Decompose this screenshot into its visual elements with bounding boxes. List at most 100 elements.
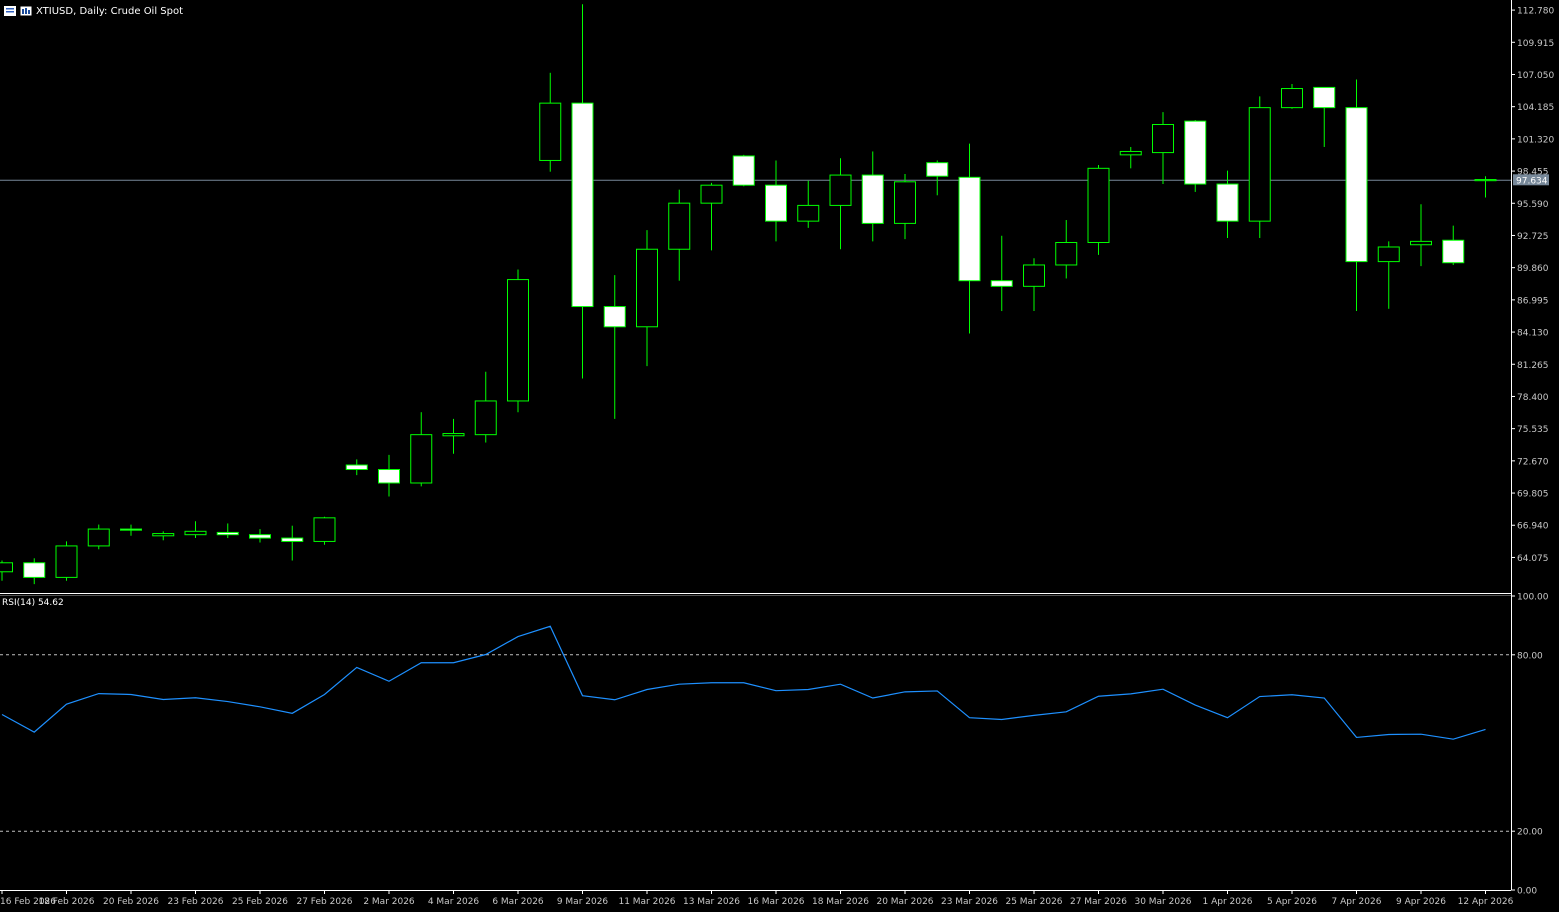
- candle-body: [1377, 246, 1400, 263]
- time-tick-label: 20 Feb 2026: [103, 897, 159, 907]
- price-tick-label: 75.535: [1517, 425, 1549, 435]
- candle-body: [1442, 239, 1465, 264]
- candle-body: [345, 464, 368, 471]
- price-tick-label: 92.725: [1517, 232, 1549, 242]
- price-tick-label: 64.075: [1517, 554, 1549, 564]
- time-tick-label: 27 Mar 2026: [1070, 897, 1127, 907]
- rsi-panel: [0, 625, 1511, 832]
- price-tick-label: 112.780: [1517, 7, 1554, 17]
- price-tick-label: 78.400: [1517, 393, 1549, 403]
- candle-body: [1410, 240, 1432, 246]
- candle-body: [87, 528, 110, 547]
- time-tick-label: 23 Mar 2026: [941, 897, 998, 907]
- candle-body: [442, 433, 465, 437]
- candle-body: [410, 434, 433, 484]
- candle-body: [507, 279, 529, 402]
- time-tick-label: 27 Feb 2026: [296, 897, 352, 907]
- candle-body: [990, 280, 1013, 287]
- candle-body: [249, 534, 271, 539]
- price-tick-label: 72.670: [1517, 457, 1549, 467]
- candle-body: [216, 531, 239, 536]
- time-tick-label: 6 Mar 2026: [492, 897, 544, 907]
- current-price-value: 97.634: [1516, 176, 1548, 186]
- chart-window-icon[interactable]: [20, 6, 32, 16]
- candle-body: [636, 248, 658, 328]
- candle-body: [474, 400, 497, 436]
- candle-body: [1119, 150, 1142, 156]
- time-tick-label: 2 Mar 2026: [363, 897, 415, 907]
- price-tick-label: 84.130: [1517, 329, 1549, 339]
- time-tick-label: 5 Apr 2026: [1267, 897, 1317, 907]
- rsi-tick-label: 20.00: [1517, 828, 1543, 838]
- candle-body: [1216, 183, 1239, 222]
- time-tick-label: 18 Mar 2026: [812, 897, 869, 907]
- candle-body: [1281, 88, 1303, 109]
- candle-body: [603, 306, 626, 328]
- time-tick-label: 16 Feb 2026: [0, 897, 56, 907]
- candle-body: [152, 533, 175, 537]
- chart-header: XTIUSD, Daily: Crude Oil Spot: [4, 4, 183, 18]
- candle-body: [700, 184, 723, 204]
- candle-body: [1345, 107, 1368, 263]
- candle-body: [23, 562, 46, 578]
- price-tick-label: 107.050: [1517, 71, 1554, 81]
- time-tick-label: 25 Mar 2026: [1005, 897, 1062, 907]
- candle-body: [378, 469, 400, 484]
- current-price-tag: [1513, 174, 1549, 186]
- candle-body: [571, 102, 594, 308]
- candles-layer: [0, 4, 1497, 585]
- candle-body: [1023, 264, 1045, 287]
- time-tick-label: 11 Mar 2026: [618, 897, 675, 907]
- candle-body: [1055, 241, 1078, 266]
- price-tick-label: 86.995: [1517, 296, 1549, 306]
- price-tick-label: 81.265: [1517, 361, 1549, 371]
- candle-body: [1474, 179, 1497, 182]
- candle-body: [281, 537, 304, 542]
- rsi-tick-label: 80.00: [1517, 651, 1543, 661]
- price-tick-label: 104.185: [1517, 103, 1554, 113]
- rsi-label: RSI(14) 54.62: [2, 598, 64, 608]
- time-tick-label: 16 Mar 2026: [747, 897, 804, 907]
- time-tick-label: 20 Mar 2026: [876, 897, 933, 907]
- candle-body: [1184, 120, 1207, 185]
- candle-body: [55, 545, 78, 578]
- time-tick-label: 9 Apr 2026: [1396, 897, 1446, 907]
- time-tick-label: 25 Feb 2026: [232, 897, 288, 907]
- chart-grid-icon[interactable]: [4, 6, 16, 16]
- candle-body: [0, 562, 13, 573]
- candle-body: [861, 174, 884, 224]
- candle-body: [1087, 167, 1110, 243]
- candle-body: [1152, 123, 1174, 154]
- time-tick-label: 12 Apr 2026: [1458, 897, 1514, 907]
- time-tick-label: 1 Apr 2026: [1203, 897, 1253, 907]
- chart-title: XTIUSD, Daily: Crude Oil Spot: [36, 5, 184, 17]
- candle-body: [894, 181, 916, 224]
- price-tick-label: 109.915: [1517, 39, 1554, 49]
- rsi-tick-label: 0.00: [1517, 887, 1537, 897]
- candle-body: [926, 162, 949, 177]
- time-tick-label: 13 Mar 2026: [683, 897, 740, 907]
- price-tick-label: 101.320: [1517, 135, 1554, 145]
- time-tick-label: 9 Mar 2026: [557, 897, 609, 907]
- price-tick-label: 89.860: [1517, 264, 1549, 274]
- candle-body: [120, 528, 142, 531]
- price-tick-label: 66.940: [1517, 522, 1549, 532]
- candle-body: [829, 174, 852, 206]
- candle-body: [1313, 86, 1336, 109]
- rsi-tick-label: 100.00: [1517, 593, 1549, 603]
- price-tick-label: 98.455: [1517, 168, 1549, 178]
- candle-body: [1248, 107, 1271, 222]
- price-tick-label: 69.805: [1517, 490, 1549, 500]
- candle-body: [797, 204, 820, 222]
- candle-body: [184, 530, 207, 536]
- time-tick-label: 7 Apr 2026: [1332, 897, 1382, 907]
- candle-body: [732, 155, 755, 186]
- candle-body: [958, 176, 981, 282]
- candle-body: [765, 184, 787, 222]
- candle-body: [668, 202, 691, 250]
- candle-body: [539, 102, 562, 161]
- time-tick-label: 30 Mar 2026: [1134, 897, 1191, 907]
- time-tick-label: 23 Feb 2026: [167, 897, 223, 907]
- time-tick-label: 18 Feb 2026: [38, 897, 94, 907]
